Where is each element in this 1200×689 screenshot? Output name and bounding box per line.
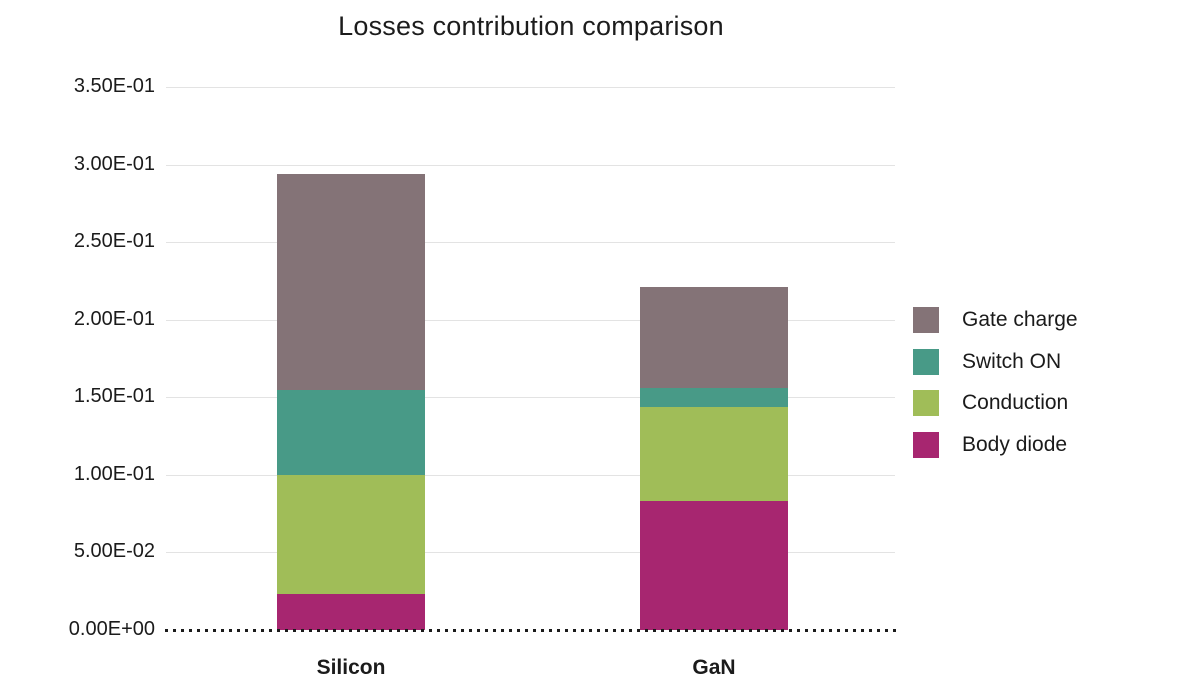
x-axis-label-silicon: Silicon [316,656,386,679]
gridline [166,397,895,398]
gridline [166,165,895,166]
chart-title: Losses contribution comparison [338,11,724,41]
gridline [166,320,895,321]
legend-label: Gate charge [962,308,1078,331]
bar-gan [640,287,788,630]
x-axis-label-gan: GaN [692,656,736,679]
legend-swatch-switch-on [913,349,939,375]
legend-item-switch-on: Switch ON [913,349,1061,375]
legend-swatch-gate-charge [913,307,939,333]
legend-item-conduction: Conduction [913,390,1068,416]
y-axis-tick-label: 3.50E-01 [73,75,155,98]
y-axis-tick-label: 5.00E-02 [73,540,155,563]
gridline [166,475,895,476]
bar-segment-switch-on-gan [640,387,788,407]
legend-label: Switch ON [962,350,1062,373]
y-axis-tick-label: 0.00E+00 [68,618,155,641]
y-axis-tick-label: 2.00E-01 [73,307,155,330]
bar-segment-conduction-gan [640,406,788,502]
legend-item-body-diode: Body diode [913,432,1067,458]
bar-segment-gate-charge-silicon [277,173,425,390]
y-axis-tick-label: 1.50E-01 [73,385,155,408]
bar-segment-conduction-silicon [277,474,425,595]
legend-swatch-conduction [913,390,939,416]
bar-segment-body-diode-silicon [277,594,425,630]
y-axis-tick-label: 3.00E-01 [73,152,155,175]
bar-segment-gate-charge-gan [640,287,788,388]
bar-segment-body-diode-gan [640,501,788,630]
bar-silicon [277,173,425,630]
legend-label: Conduction [962,391,1069,414]
bar-segment-switch-on-silicon [277,389,425,475]
y-axis-tick-label: 2.50E-01 [73,230,155,253]
gridline [166,242,895,243]
gridline [166,87,895,88]
legend-swatch-body-diode [913,432,939,458]
y-axis-tick-label: 1.00E-01 [73,462,155,485]
legend-item-gate-charge: Gate charge [913,307,1078,333]
gridline [166,552,895,553]
legend-label: Body diode [962,433,1068,456]
zero-baseline [165,629,896,632]
